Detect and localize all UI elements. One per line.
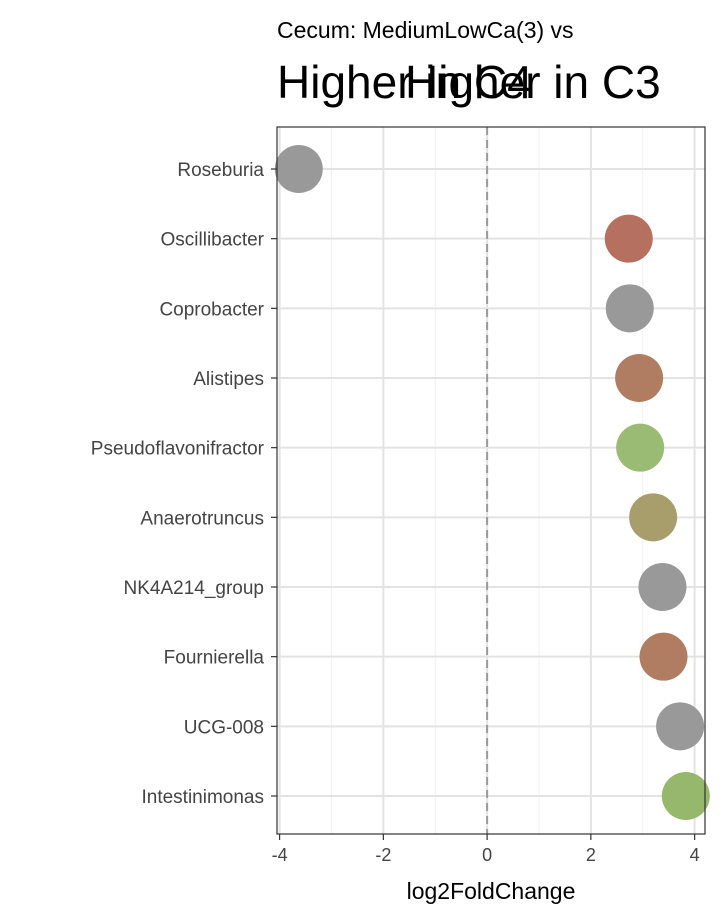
chart-title: Cecum: MediumLowCa(3) vs xyxy=(277,17,574,43)
data-points xyxy=(274,145,710,820)
x-tick-label: -4 xyxy=(272,845,288,865)
point-roseburia xyxy=(274,145,323,193)
y-tick-label: Pseudoflavonifractor xyxy=(91,439,265,460)
y-tick-label: UCG-008 xyxy=(184,717,264,738)
x-axis: -4 -2 0 2 4 xyxy=(272,834,700,865)
y-tick-label: Roseburia xyxy=(177,160,264,181)
x-tick-label: 0 xyxy=(482,845,492,865)
x-tick-label: 4 xyxy=(690,845,700,865)
point-intestinimonas xyxy=(661,772,710,820)
annotation-higher-c3: Higher in C3 xyxy=(405,56,661,108)
y-axis: Roseburia Oscillibacter Coprobacter Alistip… xyxy=(91,160,277,808)
y-tick-label: Coprobacter xyxy=(159,299,264,320)
x-axis-title: log2FoldChange xyxy=(407,878,576,904)
y-tick-label: Intestinimonas xyxy=(141,787,264,808)
y-tick-label: Fournierella xyxy=(164,648,265,669)
point-oscillibacter xyxy=(604,214,653,263)
x-tick-label: 2 xyxy=(586,845,596,865)
y-tick-label: NK4A214_group xyxy=(124,578,265,599)
point-nk4a214-group xyxy=(638,563,687,611)
point-alistipes xyxy=(615,354,664,402)
point-pseudoflavonifractor xyxy=(616,423,665,472)
y-tick-label: Alistipes xyxy=(193,369,264,390)
annotation-higher-c4: Higher in C4 xyxy=(277,56,533,108)
point-ucg-008 xyxy=(656,702,705,751)
point-anaerotruncus xyxy=(629,493,678,542)
y-tick-label: Oscillibacter xyxy=(161,230,265,251)
y-tick-label: Anaerotruncus xyxy=(140,508,264,529)
point-fournierella xyxy=(639,632,688,681)
x-tick-label: -2 xyxy=(375,845,391,865)
panel-border xyxy=(276,126,706,835)
point-coprobacter xyxy=(605,284,654,333)
